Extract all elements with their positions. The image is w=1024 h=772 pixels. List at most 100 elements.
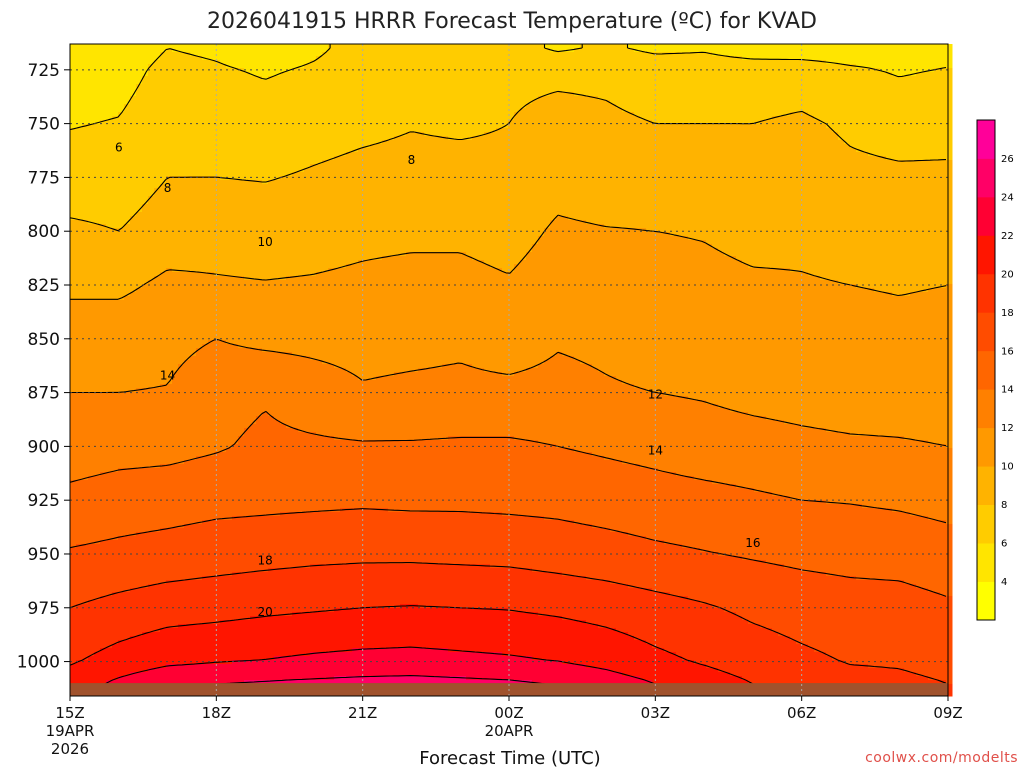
temp-cell [124,612,131,617]
temp-cell [172,392,179,397]
temp-cell [124,248,131,253]
temp-cell [196,620,203,625]
temp-cell [184,552,191,557]
temp-cell [100,580,107,585]
temp-cell [118,248,125,253]
temp-cell [124,456,131,461]
temp-cell [118,612,125,617]
temp-cell [154,80,161,85]
temp-cell [208,520,215,525]
temp-cell [160,232,167,237]
temp-cell [226,536,233,541]
temp-cell [232,492,239,497]
temp-cell [94,256,101,261]
temp-cell [118,84,125,89]
temp-cell [196,640,203,645]
temp-cell [178,288,185,293]
temp-cell [226,100,233,105]
temp-cell [214,556,221,561]
temp-cell [94,236,101,241]
temp-cell [172,188,179,193]
temp-cell [154,44,161,49]
temp-cell [136,548,143,553]
temp-cell [76,148,83,153]
temp-cell [184,124,191,129]
temp-cell [250,280,257,285]
temp-cell [88,288,95,293]
temp-cell [94,424,101,429]
temp-cell [82,144,89,149]
temp-cell [214,296,221,301]
temp-cell [232,540,239,545]
temp-cell [160,496,167,501]
temp-cell [220,412,227,417]
temp-cell [184,96,191,101]
temp-cell [106,44,113,49]
temp-cell [148,144,155,149]
temp-cell [88,552,95,557]
temp-cell [220,340,227,345]
temp-cell [70,208,77,213]
temp-cell [202,660,209,665]
temp-cell [208,472,215,477]
temp-cell [76,200,83,205]
temp-cell [82,108,89,113]
temp-cell [232,624,239,629]
temp-cell [220,328,227,333]
temp-cell [202,600,209,605]
temp-cell [250,164,257,169]
temp-cell [250,104,257,109]
temp-cell [70,112,77,117]
temp-cell [160,660,167,665]
temp-cell [148,640,155,645]
temp-cell [94,620,101,625]
temp-cell [208,372,215,377]
temp-cell [250,424,257,429]
temp-cell [82,576,89,581]
temp-cell [244,224,251,229]
temp-cell [226,368,233,373]
temp-cell [232,648,239,653]
temp-cell [76,604,83,609]
temp-cell [250,60,257,65]
temp-cell [184,596,191,601]
temp-cell [172,456,179,461]
temp-cell [70,276,77,281]
temp-cell [112,324,119,329]
temp-cell [160,200,167,205]
temp-cell [148,680,155,685]
temp-cell [124,276,131,281]
temp-cell [184,196,191,201]
temp-cell [238,472,245,477]
temp-cell [148,320,155,325]
temp-cell [70,620,77,625]
temp-cell [94,480,101,485]
temp-cell [250,440,257,445]
temp-cell [202,208,209,213]
temp-cell [94,580,101,585]
temp-cell [82,120,89,125]
temp-cell [238,412,245,417]
temp-cell [118,492,125,497]
temp-cell [142,588,149,593]
temp-cell [106,576,113,581]
temp-cell [100,432,107,437]
temp-cell [184,48,191,53]
temp-cell [100,536,107,541]
temp-cell [82,456,89,461]
temp-cell [142,88,149,93]
temp-cell [142,316,149,321]
temp-cell [250,72,257,77]
temp-cell [244,228,251,233]
temp-cell [202,636,209,641]
temp-cell [220,472,227,477]
temp-cell [88,488,95,493]
temp-cell [136,676,143,681]
temp-cell [184,144,191,149]
temp-cell [190,236,197,241]
temp-cell [178,504,185,509]
temp-cell [178,396,185,401]
temp-cell [238,296,245,301]
temp-cell [82,96,89,101]
temp-cell [238,312,245,317]
